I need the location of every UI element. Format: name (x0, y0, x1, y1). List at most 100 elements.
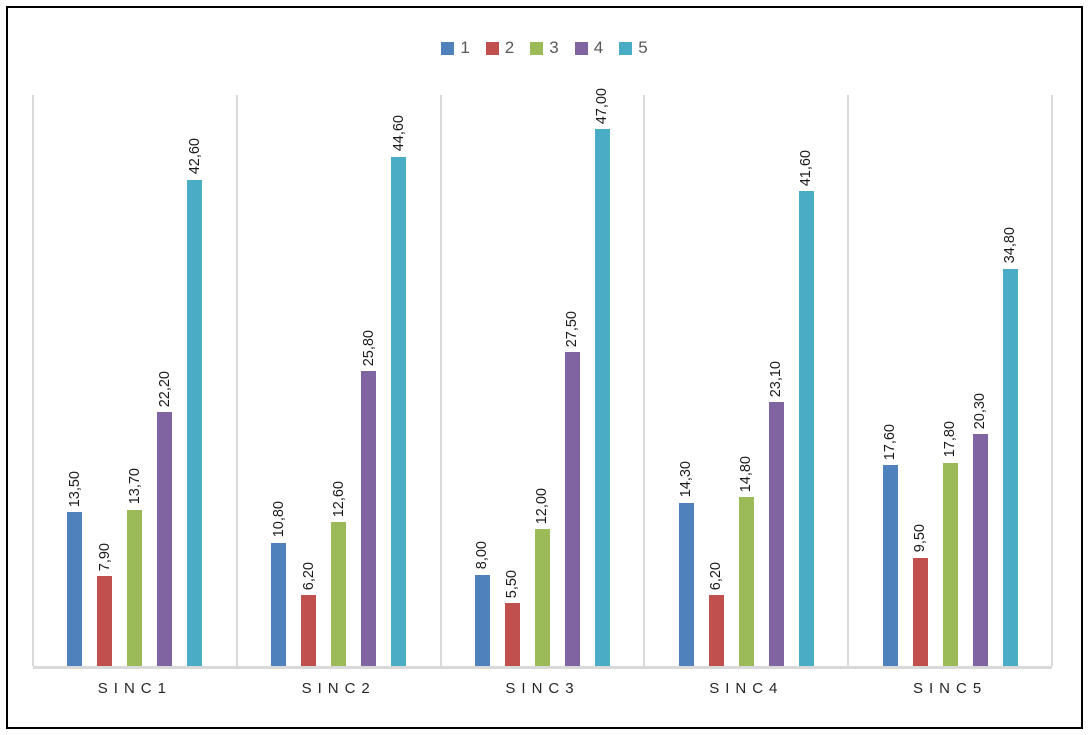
bar-value-text: 27,50 (564, 310, 581, 347)
bar-sinc4-series-2: 6,20 (708, 562, 724, 666)
legend-item-4: 4 (574, 38, 603, 58)
bar-value-text: 6,20 (300, 561, 317, 591)
bar-sinc3-series-2: 5,50 (504, 570, 520, 666)
bar-value-label: 34,80 (1002, 227, 1018, 263)
bar-value-label: 12,60 (331, 481, 347, 517)
bar-sinc5-series-5: 34,80 (1002, 227, 1018, 666)
bar-group-sinc4: 14,30 6,20 14,80 23,10 41,60 (644, 95, 848, 666)
bar-value-text: 6,20 (708, 561, 725, 591)
bar-value-label: 17,80 (942, 421, 958, 457)
bar-value-text: 42,60 (186, 138, 203, 175)
bar-value-text: 17,60 (882, 423, 899, 461)
bar-sinc2-series-3: 12,60 (331, 481, 347, 666)
category-gridline (439, 95, 442, 666)
bar-sinc4-series-1: 14,30 (678, 461, 694, 666)
bar-value-label: 9,50 (912, 524, 928, 552)
bar-value-label: 25,80 (361, 330, 377, 366)
bar-value-text: 47,00 (594, 87, 611, 125)
legend-item-2: 2 (485, 38, 515, 58)
legend-item-5: 5 (619, 38, 648, 58)
legend-item-3: 3 (530, 38, 559, 58)
bar-value-text: 12,60 (330, 480, 347, 518)
bar-value-label: 42,60 (187, 138, 203, 174)
bar-sinc4-series-3: 14,80 (738, 456, 754, 666)
category-label-sinc1: SINC1 (97, 680, 172, 697)
bar-value-label: 14,80 (738, 456, 754, 492)
bar-value-text: 34,80 (1002, 227, 1019, 264)
legend-swatch-icon (485, 41, 499, 55)
bar-value-label: 6,20 (301, 562, 317, 590)
bar-sinc1-series-1: 13,50 (67, 471, 83, 666)
category-gridline (235, 95, 238, 666)
bar-value-label: 7,90 (97, 543, 113, 571)
bar-sinc1-series-5: 42,60 (187, 138, 203, 666)
bar-value-text: 17,80 (942, 421, 959, 458)
category-label-sinc2: SINC2 (301, 680, 376, 697)
bar-group-sinc3: 8,00 5,50 12,00 27,50 47,00 (441, 88, 645, 666)
bar-sinc5-series-3: 17,80 (942, 421, 958, 666)
bar-value-text: 23,10 (768, 360, 785, 398)
bar-sinc3-series-4: 27,50 (564, 311, 580, 666)
bar-sinc3-series-1: 8,00 (474, 541, 490, 666)
bar-value-text: 12,00 (534, 487, 551, 524)
category-axis-labels: SINC1 SINC2 SINC3 SINC4 SINC5 (33, 680, 1052, 697)
bar-value-text: 44,60 (390, 115, 407, 152)
bar-value-label: 13,50 (67, 471, 83, 507)
bar-sinc2-series-1: 10,80 (271, 501, 287, 666)
bar-sinc4-series-5: 41,60 (798, 150, 814, 666)
bar-value-label: 44,60 (391, 115, 407, 151)
legend-label: 5 (638, 38, 648, 57)
bar-group-sinc5: 17,60 9,50 17,80 20,30 34,80 (848, 95, 1052, 666)
bar-sinc2-series-2: 6,20 (301, 562, 317, 666)
bar-value-label: 22,20 (157, 371, 173, 407)
bar-value-label: 23,10 (768, 361, 784, 397)
bar-value-label: 12,00 (534, 488, 550, 524)
bar-value-text: 25,80 (360, 330, 377, 367)
legend-label: 3 (549, 38, 559, 57)
category-gridline (1051, 95, 1053, 666)
bar-value-label: 5,50 (504, 570, 520, 598)
category-gridline (32, 95, 34, 666)
bar-value-text: 9,50 (912, 524, 929, 553)
bar-value-text: 5,50 (504, 569, 521, 599)
bar-groups: 13,50 7,90 13,70 22,20 42,60 10,80 6,20 12,60 25… (33, 88, 1052, 666)
legend-item-1: 1 (441, 38, 470, 58)
bar-value-label: 6,20 (708, 562, 724, 590)
bar-value-text: 20,30 (972, 392, 989, 430)
bar-value-label: 47,00 (594, 88, 610, 124)
bar-value-label: 14,30 (678, 461, 694, 497)
bar-value-text: 41,60 (798, 149, 815, 186)
bar-sinc1-series-4: 22,20 (157, 371, 173, 666)
bar-sinc1-series-2: 7,90 (97, 543, 113, 666)
bar-value-label: 10,80 (271, 501, 287, 537)
bar-value-text: 22,20 (156, 371, 173, 408)
legend-swatch-icon (574, 41, 588, 55)
bar-value-text: 14,30 (678, 461, 695, 498)
bar-sinc2-series-4: 25,80 (361, 330, 377, 666)
bar-sinc5-series-2: 9,50 (912, 524, 928, 666)
chart-legend: 1 2 3 4 5 (8, 38, 1081, 58)
legend-swatch-icon (530, 41, 544, 55)
category-label-sinc5: SINC5 (912, 680, 988, 697)
bar-sinc1-series-3: 13,70 (127, 468, 143, 666)
bar-value-label: 8,00 (474, 541, 490, 569)
category-gridline (847, 95, 850, 666)
bar-value-text: 7,90 (96, 542, 113, 571)
bar-sinc5-series-4: 20,30 (972, 393, 988, 666)
category-gridline (643, 95, 646, 666)
bar-sinc3-series-5: 47,00 (594, 88, 610, 666)
bar-sinc5-series-1: 17,60 (882, 424, 898, 666)
bar-sinc2-series-5: 44,60 (391, 115, 407, 666)
legend-label: 2 (504, 38, 515, 57)
plot-area: 13,50 7,90 13,70 22,20 42,60 10,80 6,20 12,60 25… (32, 88, 1053, 697)
bar-sinc4-series-4: 23,10 (768, 361, 784, 666)
bar-value-label: 41,60 (798, 150, 814, 186)
legend-swatch-icon (441, 41, 455, 55)
category-label-sinc4: SINC4 (709, 680, 784, 697)
bar-value-label: 17,60 (882, 424, 898, 460)
bar-group-sinc1: 13,50 7,90 13,70 22,20 42,60 (33, 95, 237, 666)
bar-sinc3-series-3: 12,00 (534, 488, 550, 666)
category-label-sinc3: SINC3 (505, 680, 580, 697)
